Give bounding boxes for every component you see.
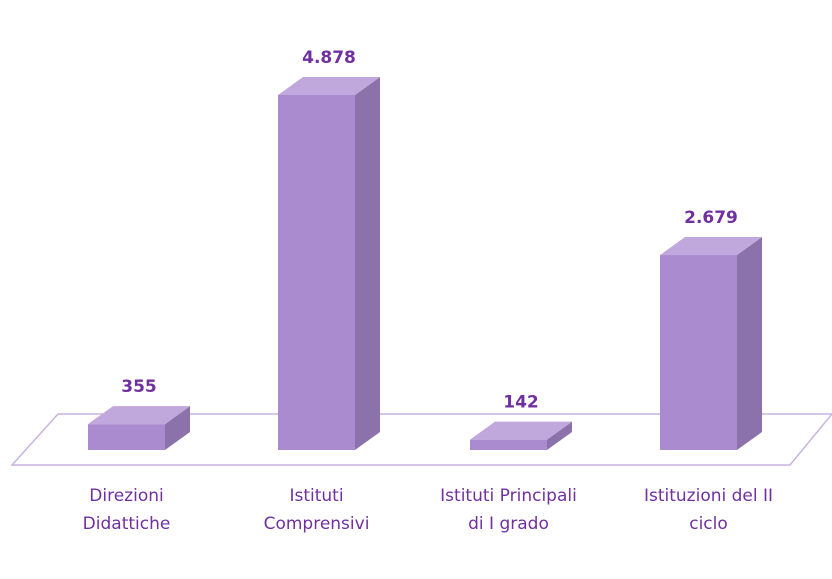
category-label: Istituti Comprensivi bbox=[263, 486, 370, 534]
category-label: Direzioni Didattiche bbox=[82, 486, 171, 534]
bar-top bbox=[660, 237, 762, 256]
bar bbox=[278, 95, 355, 450]
bar-side bbox=[165, 406, 190, 450]
bar bbox=[470, 439, 547, 450]
bar-top bbox=[278, 77, 380, 95]
value-label: 4.878 bbox=[302, 48, 356, 68]
bar-side bbox=[355, 77, 380, 450]
bar bbox=[88, 424, 165, 450]
value-label: 2.679 bbox=[684, 208, 738, 228]
bar-top bbox=[470, 421, 572, 440]
bar bbox=[660, 255, 737, 450]
bar-side bbox=[547, 421, 572, 450]
category-label: Istituzioni del II ciclo bbox=[643, 486, 774, 534]
category-label: Istituti Principali di I grado bbox=[440, 486, 577, 534]
bar-side bbox=[737, 237, 762, 450]
bar-top bbox=[88, 406, 190, 425]
value-label: 355 bbox=[121, 377, 157, 397]
floor bbox=[10, 413, 832, 466]
value-label: 142 bbox=[503, 393, 539, 413]
